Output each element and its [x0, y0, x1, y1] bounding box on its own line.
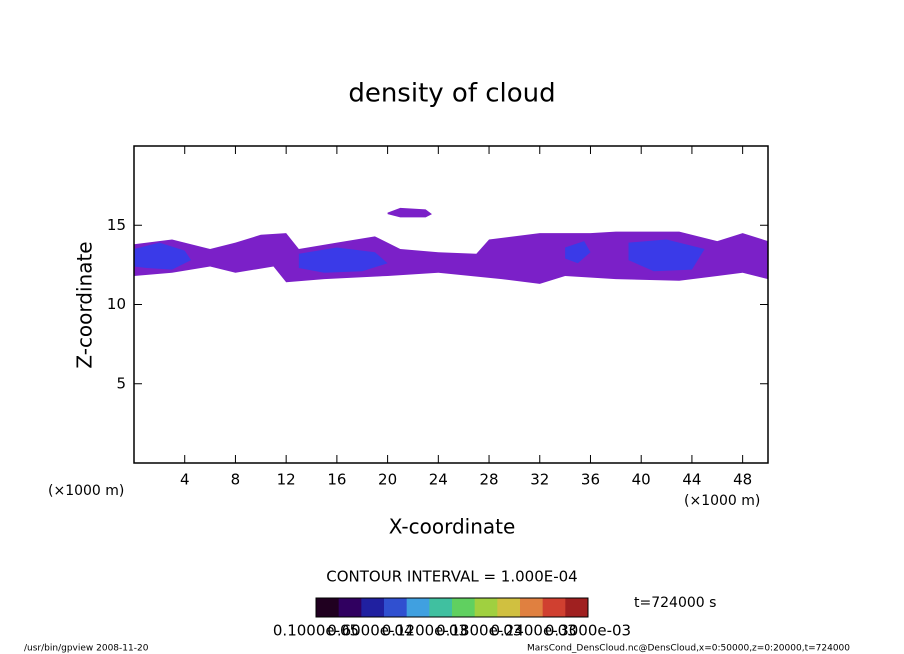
x-tick-label: 12 [277, 471, 296, 489]
y-tick-label: 15 [107, 216, 126, 234]
x-tick-label: 28 [479, 471, 498, 489]
colorbar-cell [452, 598, 476, 617]
colorbar-cell [406, 598, 430, 617]
cloud-region [134, 242, 192, 270]
x-axis-label: X-coordinate [389, 515, 516, 539]
cloud-region [134, 231, 768, 284]
colorbar-cell [429, 598, 453, 617]
cloud-region [298, 247, 388, 273]
x-tick-label: 44 [682, 471, 701, 489]
y-tick-label: 5 [116, 374, 126, 392]
chart-title: density of cloud [348, 79, 555, 109]
x-tick-label: 4 [180, 471, 190, 489]
x-tick-label: 48 [733, 471, 752, 489]
colorbar-cell [384, 598, 408, 617]
colorbar-cell [361, 598, 385, 617]
colorbar-cell [497, 598, 521, 617]
x-tick-label: 36 [581, 471, 600, 489]
footer: /usr/bin/gpview 2008-11-20 [24, 644, 149, 654]
contour-interval: CONTOUR INTERVAL = 1.000E-04 [326, 568, 577, 586]
cloud-region [387, 207, 432, 218]
colorbar-cell [565, 598, 589, 617]
plot-frame [133, 145, 769, 464]
y-axis-label: Z-coordinate [73, 241, 97, 368]
colorbar-cell [474, 598, 498, 617]
colorbar-cell [542, 598, 566, 617]
x-unit: (×1000 m) [48, 483, 124, 499]
x-unit: (×1000 m) [684, 493, 760, 509]
cloud-region [565, 241, 591, 264]
contour-regions [134, 207, 768, 284]
x-tick-label: 20 [378, 471, 397, 489]
colorbar-cell [316, 598, 340, 617]
time-label: t=724000 s [634, 595, 716, 611]
x-tick-label: 40 [632, 471, 651, 489]
colorbar-label: 0.1000e-05 [273, 622, 359, 640]
colorbar-label: 0.1800e-03 [436, 622, 522, 640]
x-tick-label: 24 [429, 471, 448, 489]
y-tick-label: 10 [107, 295, 126, 313]
colorbar-frame [315, 597, 589, 618]
cloud-region [628, 239, 705, 272]
colorbar-label: 0.6000e-04 [327, 622, 413, 640]
x-tick-label: 32 [530, 471, 549, 489]
colorbar-label: 0.1200e-03 [382, 622, 468, 640]
colorbar-label: 0.2400e-03 [490, 622, 576, 640]
colorbar-label: 0.3000e-03 [545, 622, 631, 640]
x-tick-label: 8 [231, 471, 241, 489]
colorbar-cell [520, 598, 544, 617]
colorbar: 0.1000e-050.6000e-040.1200e-030.1800e-03… [273, 597, 631, 640]
footer: MarsCond_DensCloud.nc@DensCloud,x=0:5000… [527, 644, 850, 654]
colorbar-cell [338, 598, 362, 617]
x-tick-label: 16 [327, 471, 346, 489]
